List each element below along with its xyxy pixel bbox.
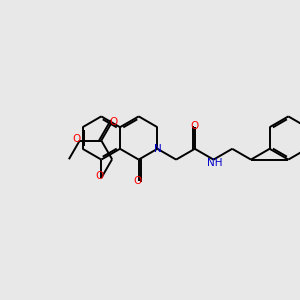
Text: O: O <box>191 121 199 131</box>
Text: N: N <box>154 144 161 154</box>
Text: O: O <box>134 176 142 186</box>
Text: NH: NH <box>207 158 223 168</box>
Text: O: O <box>96 172 104 182</box>
Text: O: O <box>110 117 118 127</box>
Text: O: O <box>73 134 81 144</box>
